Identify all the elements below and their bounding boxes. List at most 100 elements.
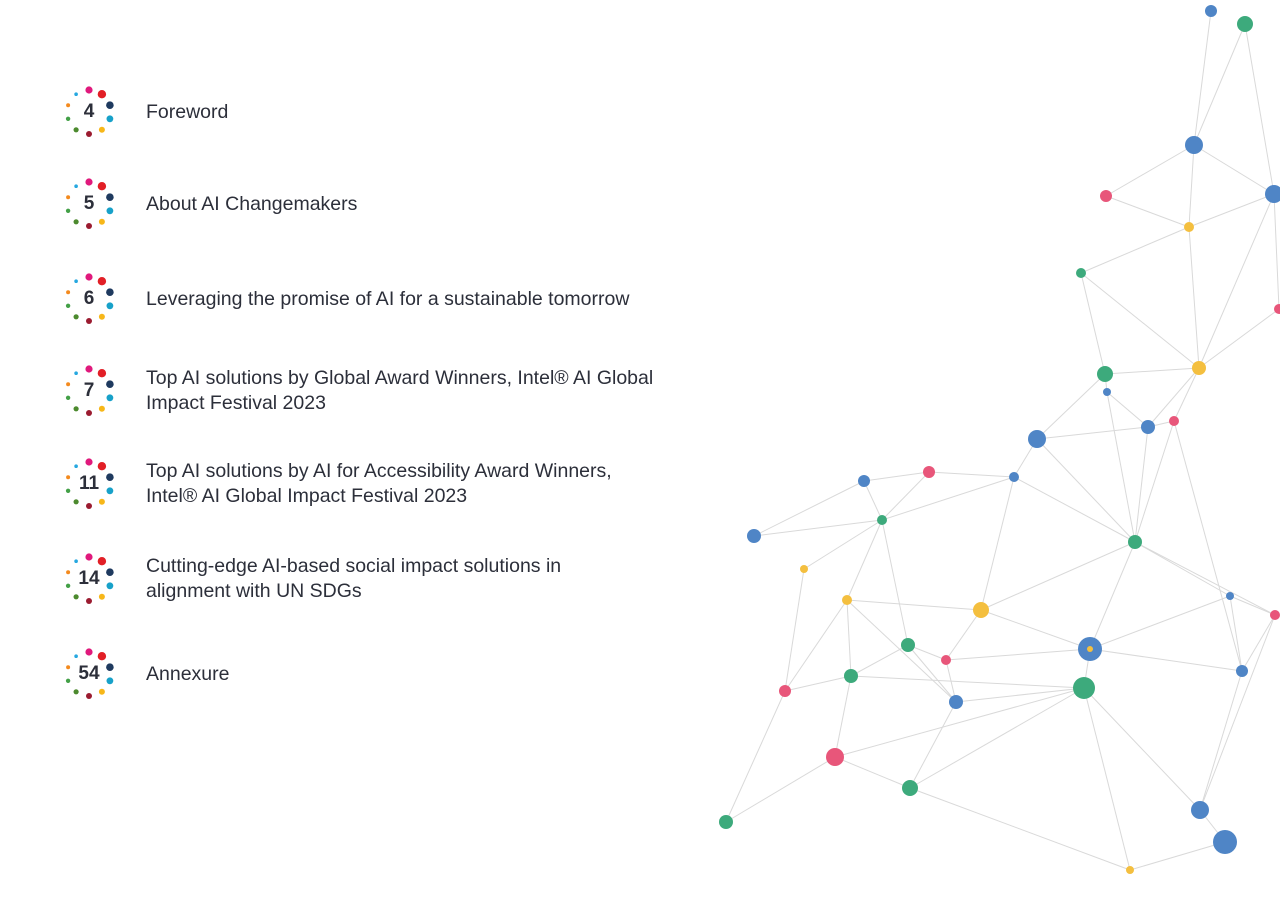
network-edge [1193, 10, 1212, 146]
badge-dot [106, 663, 114, 671]
badge-dot [73, 406, 79, 412]
network-edge [1241, 614, 1276, 672]
badge-dot [98, 498, 105, 505]
sdg-dots-ring-icon [65, 365, 114, 416]
badge-dot [97, 277, 107, 286]
network-edge [846, 599, 852, 677]
badge-dot [106, 302, 114, 310]
network-node [826, 748, 844, 766]
network-node [842, 595, 852, 605]
badge-dot [74, 559, 78, 563]
network-node [877, 515, 887, 525]
network-edge [928, 471, 1015, 478]
network-node [779, 685, 791, 697]
network-node [1236, 665, 1248, 677]
network-node [949, 695, 963, 709]
sdg-dots-ring-icon [65, 553, 114, 604]
network-edge [907, 644, 957, 703]
badge-dot [73, 127, 79, 133]
badge-dot [106, 582, 114, 590]
badge-dot [85, 648, 93, 656]
badge-dot [98, 313, 105, 320]
badge-dot [85, 178, 93, 186]
network-edge [1198, 308, 1280, 369]
network-edge [803, 519, 883, 570]
network-edge [863, 471, 930, 482]
badge-dot [106, 207, 114, 215]
network-edge [1083, 687, 1131, 871]
network-edge [1188, 226, 1200, 369]
network-node [902, 780, 918, 796]
toc-item-about[interactable]: 5 About AI Changemakers [60, 175, 760, 233]
badge-dot [97, 652, 107, 661]
page-number-badge: 14 [60, 550, 118, 608]
toc-item-foreword[interactable]: 4 Foreword [60, 83, 760, 141]
toc-title: Annexure [146, 662, 230, 685]
network-edge [1193, 144, 1275, 195]
network-edge [1229, 595, 1243, 672]
badge-dot [85, 553, 93, 561]
network-edge [850, 644, 909, 677]
badge-dot [98, 126, 105, 133]
network-edge [1013, 476, 1136, 543]
network-edge [1134, 420, 1175, 543]
network-edge [1199, 670, 1243, 811]
table-of-contents: 4 Foreword 5 About AI Changemakers 6 Lev… [60, 83, 760, 703]
network-edge [881, 471, 930, 521]
badge-dot [86, 131, 92, 137]
network-edge [846, 519, 883, 601]
network-node [1076, 268, 1086, 278]
network-node [800, 565, 808, 573]
network-edge [834, 687, 1085, 758]
network-edge [1134, 541, 1276, 616]
network-node [1141, 420, 1155, 434]
network-edge [955, 687, 1085, 703]
network-node [973, 602, 989, 618]
network-node [1265, 185, 1280, 203]
network-edge [1036, 373, 1106, 440]
badge-dot [106, 380, 114, 388]
badge-dot [86, 223, 92, 229]
network-node [1237, 16, 1253, 32]
toc-item-accessibility-award-winners[interactable]: 11 Top AI solutions by AI for Accessibil… [60, 455, 760, 513]
badge-dot [73, 314, 79, 320]
toc-title: Cutting-edge AI-based social impact solu… [146, 555, 562, 602]
network-edge [1273, 193, 1280, 310]
network-edge [1106, 391, 1149, 428]
network-node [1274, 304, 1280, 314]
badge-dot [106, 101, 114, 109]
toc-item-global-award-winners[interactable]: 7 Top AI solutions by Global Award Winne… [60, 362, 760, 420]
toc-item-leveraging[interactable]: 6 Leveraging the promise of AI for a sus… [60, 270, 760, 328]
network-edge [1173, 367, 1200, 422]
badge-dot [97, 557, 107, 566]
network-edge [1105, 195, 1190, 228]
badge-dot [86, 693, 92, 699]
network-edge [980, 609, 1091, 650]
badge-dot [65, 678, 71, 683]
network-node [923, 466, 935, 478]
network-node [1270, 610, 1280, 620]
badge-dot [65, 303, 71, 308]
badge-dot [86, 410, 92, 416]
badge-dot [106, 487, 114, 495]
network-node [1184, 222, 1194, 232]
toc-item-annexure[interactable]: 54 Annexure [60, 645, 760, 703]
network-edge [945, 648, 1091, 661]
badge-dot [74, 654, 78, 658]
badge-dot [73, 219, 79, 225]
toc-item-social-impact-solutions[interactable]: 14 Cutting-edge AI-based social impact s… [60, 550, 760, 608]
badge-dot [106, 394, 114, 402]
network-node-accent [1087, 646, 1093, 652]
page-number-badge: 11 [60, 455, 118, 513]
network-edge [1083, 687, 1201, 811]
network-edge [1080, 272, 1200, 369]
network-edge [725, 756, 836, 823]
network-edge [725, 690, 786, 823]
badge-dot [106, 193, 114, 201]
network-edge [909, 687, 1085, 789]
toc-title: Leveraging the promise of AI for a susta… [146, 287, 630, 310]
page-number: 5 [83, 193, 95, 214]
network-edge [850, 675, 1085, 689]
network-node [844, 669, 858, 683]
page-number: 54 [78, 663, 100, 684]
